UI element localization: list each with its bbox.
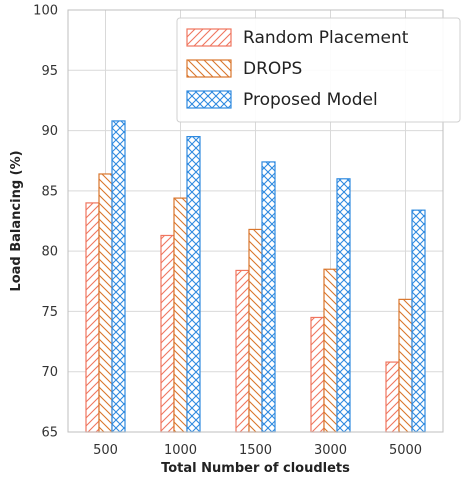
legend-swatch-drops — [186, 59, 232, 78]
y-tick-label-65: 65 — [41, 426, 58, 441]
x-axis-title: Total Number of cloudlets — [161, 461, 350, 476]
bar-random-placement-5000 — [385, 361, 400, 433]
legend-box — [176, 17, 461, 123]
y-tick-label-80: 80 — [41, 245, 58, 260]
y-tick-label-95: 95 — [41, 64, 58, 79]
y-tick-label-75: 75 — [41, 305, 58, 320]
bar-random-placement-500 — [85, 202, 100, 433]
x-tick-label-500: 500 — [93, 443, 118, 458]
legend-swatch-proposed-model — [186, 90, 232, 109]
bar-drops-500 — [98, 173, 113, 433]
y-tick-label-90: 90 — [41, 124, 58, 139]
bar-random-placement-1000 — [160, 234, 175, 433]
legend-label-random-placement: Random Placement — [243, 28, 409, 48]
x-tick-label-3000: 3000 — [314, 443, 347, 458]
y-tick-labels: 65 70 75 80 85 90 95 100 — [33, 4, 58, 441]
y-axis-title: Load Balancing (%) — [9, 150, 24, 291]
x-tick-labels: 500 1000 1500 3000 5000 — [93, 443, 422, 458]
x-tick-label-5000: 5000 — [389, 443, 422, 458]
legend-label-proposed-model: Proposed Model — [243, 90, 378, 110]
bar-proposed-model-500 — [111, 120, 126, 433]
bar-proposed-model-1500 — [261, 161, 276, 433]
bars — [85, 120, 426, 433]
bar-drops-1500 — [248, 228, 263, 433]
y-tick-label-100: 100 — [33, 4, 58, 19]
legend-swatch-random-placement — [186, 28, 232, 47]
legend: Random Placement DROPS Proposed Model — [176, 17, 461, 123]
bar-drops-1000 — [173, 197, 188, 433]
y-tick-label-85: 85 — [41, 184, 58, 199]
plot-frame — [67, 9, 444, 433]
bar-drops-5000 — [398, 298, 413, 433]
bar-proposed-model-5000 — [411, 209, 426, 433]
bar-proposed-model-3000 — [336, 178, 351, 433]
x-tick-label-1500: 1500 — [239, 443, 272, 458]
bar-proposed-model-1000 — [186, 136, 201, 433]
y-tick-label-70: 70 — [41, 365, 58, 380]
bar-random-placement-1500 — [235, 269, 250, 433]
x-tick-label-1000: 1000 — [164, 443, 197, 458]
bar-drops-3000 — [323, 268, 338, 433]
bar-random-placement-3000 — [310, 316, 325, 433]
legend-label-drops: DROPS — [243, 59, 302, 79]
